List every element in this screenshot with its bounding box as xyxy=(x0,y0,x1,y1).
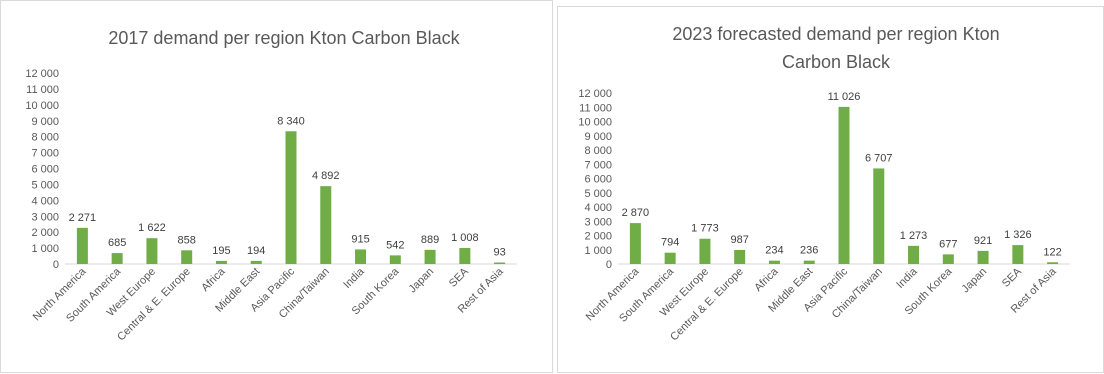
chart-1-category-label: SEA xyxy=(1000,265,1025,290)
chart-1-ytick-label: 6 000 xyxy=(584,174,612,186)
chart-1-bar xyxy=(838,106,850,264)
chart-0-bar xyxy=(250,260,262,264)
chart-0-category-label: Africa xyxy=(199,265,228,294)
chart-0-data-label: 858 xyxy=(178,234,196,246)
chart-1-data-label: 987 xyxy=(731,234,749,246)
chart-1-ytick-label: 8 000 xyxy=(584,145,612,157)
chart-0-ytick-label: 12 000 xyxy=(25,68,59,80)
chart-0-data-label: 1 008 xyxy=(451,232,479,244)
chart-1-bar xyxy=(664,252,676,264)
chart-1-ytick-label: 2 000 xyxy=(584,231,612,243)
chart-2017: 2017 demand per region Kton Carbon Black… xyxy=(25,28,517,343)
chart-1-category-label: India xyxy=(894,265,920,291)
chart-1-bar xyxy=(908,245,920,264)
chart-1-data-label: 794 xyxy=(661,237,679,249)
chart-0-data-label: 195 xyxy=(212,245,230,257)
chart-panel-2023: 2023 forecasted demand per region Kton Ca… xyxy=(557,6,1104,373)
chart-1-data-label: 1 273 xyxy=(900,230,928,242)
chart-1-data-label: 122 xyxy=(1043,246,1061,258)
chart-0-bar xyxy=(424,249,436,264)
chart-0-data-label: 4 892 xyxy=(312,170,340,182)
chart-1-bar xyxy=(1047,262,1059,264)
chart-0-data-label: 93 xyxy=(493,247,505,259)
chart-1-data-label: 1 773 xyxy=(691,223,719,235)
chart-1-category-label: Africa xyxy=(752,265,781,294)
chart-1-bar xyxy=(629,223,641,264)
chart-0-ytick-label: 7 000 xyxy=(31,148,59,160)
chart-0-ytick-label: 6 000 xyxy=(31,164,59,176)
chart-2023: 2023 forecasted demand per region Kton Ca… xyxy=(578,24,1070,343)
chart-1-data-label: 2 870 xyxy=(622,207,650,219)
chart-1-data-label: 11 026 xyxy=(828,91,861,103)
chart-0-ytick-label: 10 000 xyxy=(25,100,59,112)
chart-1-data-label: 234 xyxy=(765,245,783,257)
chart-0-bar xyxy=(459,247,471,264)
chart-1-data-label: 677 xyxy=(939,238,957,250)
chart-0-bar xyxy=(355,249,367,264)
chart-1-bar xyxy=(873,168,885,264)
chart-1-ytick-label: 10 000 xyxy=(578,117,612,129)
chart-0-ytick-label: 2 000 xyxy=(31,227,59,239)
chart-1-ytick-label: 5 000 xyxy=(584,188,612,200)
chart-1-data-label: 921 xyxy=(974,235,992,247)
chart-0-data-label: 685 xyxy=(108,237,126,249)
chart-0-ytick-label: 0 xyxy=(53,259,59,271)
chart-0-data-label: 889 xyxy=(421,234,439,246)
chart-1-ytick-label: 12 000 xyxy=(578,88,612,100)
chart-1-title-line: Carbon Black xyxy=(782,52,891,72)
chart-0-category-label: Japan xyxy=(407,266,437,296)
chart-0-bar xyxy=(181,250,193,264)
chart-0-data-label: 8 340 xyxy=(277,115,305,127)
chart-1-bar xyxy=(768,260,780,264)
chart-1-ytick-label: 1 000 xyxy=(584,245,612,257)
chart-1-ytick-label: 9 000 xyxy=(584,131,612,143)
chart-1-bar xyxy=(734,249,746,264)
chart-0-data-label: 915 xyxy=(351,233,369,245)
chart-0-data-label: 2 271 xyxy=(69,212,97,224)
chart-0-bar xyxy=(146,238,158,264)
chart-0-ytick-label: 5 000 xyxy=(31,179,59,191)
chart-0-title-line: 2017 demand per region Kton Carbon Black xyxy=(108,28,460,48)
chart-1-bar xyxy=(699,238,711,264)
chart-0-bar xyxy=(285,131,297,264)
chart-0-bar xyxy=(320,186,332,264)
chart-0-bar xyxy=(494,262,506,264)
chart-0-ytick-label: 1 000 xyxy=(31,243,59,255)
chart-0-ytick-label: 11 000 xyxy=(26,84,59,96)
chart-0-ytick-label: 9 000 xyxy=(31,116,59,128)
chart-1-data-label: 6 707 xyxy=(865,152,893,164)
chart-0-data-label: 542 xyxy=(386,239,404,251)
chart-1-ytick-label: 11 000 xyxy=(579,102,612,114)
chart-1-bar xyxy=(1012,245,1024,264)
chart-1-ytick-label: 0 xyxy=(606,259,612,271)
chart-0-bar xyxy=(111,253,123,264)
chart-1-bar xyxy=(942,254,954,264)
chart-0-ytick-label: 3 000 xyxy=(31,211,59,223)
chart-1-data-label: 1 326 xyxy=(1004,229,1032,241)
chart-0-data-label: 1 622 xyxy=(138,222,166,234)
chart-0-ytick-label: 4 000 xyxy=(31,195,59,207)
chart-0-data-label: 194 xyxy=(247,245,265,257)
chart-0-bar xyxy=(389,255,401,264)
chart-0-ytick-label: 8 000 xyxy=(31,132,59,144)
chart-panel-2017: 2017 demand per region Kton Carbon Black… xyxy=(0,0,553,373)
chart-0-category-label: SEA xyxy=(447,265,472,290)
chart-1-title-line: 2023 forecasted demand per region Kton xyxy=(672,24,999,44)
chart-1-bar xyxy=(977,250,989,264)
chart-0-category-label: India xyxy=(341,265,367,291)
chart-1-ytick-label: 7 000 xyxy=(584,159,612,171)
chart-1-ytick-label: 4 000 xyxy=(584,202,612,214)
chart-0-bar xyxy=(215,260,227,264)
chart-1-bar xyxy=(803,260,815,264)
chart-0-bar xyxy=(76,227,88,264)
chart-1-category-label: Japan xyxy=(960,266,990,296)
chart-1-ytick-label: 3 000 xyxy=(584,216,612,228)
chart-1-data-label: 236 xyxy=(800,245,818,257)
